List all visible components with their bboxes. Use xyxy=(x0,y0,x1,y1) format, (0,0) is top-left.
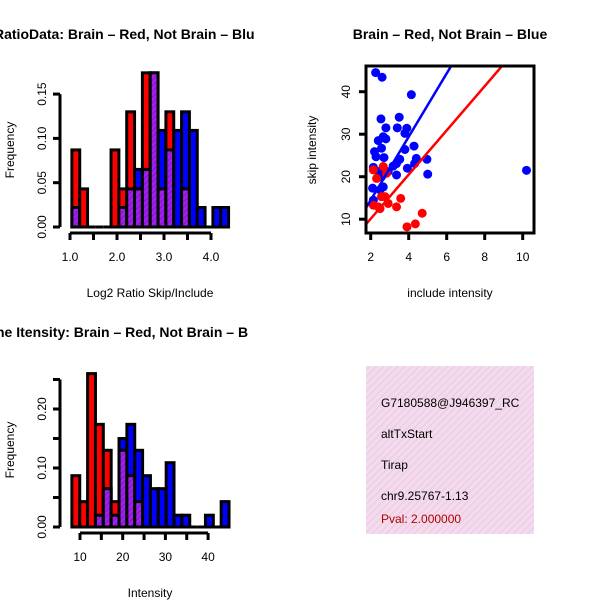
red-point xyxy=(402,222,412,232)
red-fit-line xyxy=(366,66,504,225)
ratio-histogram-ylabel: Frequency xyxy=(3,122,17,179)
blue-point xyxy=(373,136,383,146)
blue-point xyxy=(406,90,416,100)
y-tick-label: 0.10 xyxy=(35,456,49,480)
blue-bar xyxy=(164,461,176,529)
info-box-background xyxy=(366,366,534,534)
y-tick-label: 10 xyxy=(339,212,353,226)
blue-point xyxy=(394,112,404,122)
scatter-ylabel: skip intensity xyxy=(305,116,319,185)
scatter-xlabel: include intensity xyxy=(407,286,492,300)
ratio-histogram-panel: RatioData: Brain – Red, Not Brain – Blu … xyxy=(0,26,255,300)
genomic-location: chr9.25767-1.13 xyxy=(381,489,469,503)
pval: Pval: 2.000000 xyxy=(381,512,461,526)
blue-point xyxy=(379,153,389,163)
blue-point xyxy=(368,183,378,193)
blue-point xyxy=(371,152,381,162)
blue-point xyxy=(377,72,387,82)
blue-bar xyxy=(203,513,215,529)
x-tick-label: 4 xyxy=(405,250,412,264)
blue-bar xyxy=(219,206,231,229)
x-tick-label: 10 xyxy=(73,550,87,564)
blue-point xyxy=(371,68,381,78)
ratio-histogram-axes: 0.00 0.05 0.10 0.15 1.0 2.0 3.0 4.0 xyxy=(35,82,220,264)
y-tick-label: 0.10 xyxy=(35,126,49,150)
y-tick-label: 30 xyxy=(339,127,353,141)
blue-point xyxy=(409,141,419,151)
y-tick-label: 0.00 xyxy=(35,215,49,239)
red-point xyxy=(377,192,387,202)
intensity-histogram-ylabel: Frequency xyxy=(3,422,17,479)
x-tick-label: 40 xyxy=(201,550,215,564)
red-point xyxy=(417,208,427,218)
blue-bar xyxy=(180,513,192,529)
x-tick-label: 2 xyxy=(367,250,374,264)
x-tick-label: 10 xyxy=(516,250,530,264)
x-tick-label: 6 xyxy=(443,250,450,264)
blue-point xyxy=(392,170,402,180)
scatter-frame xyxy=(364,64,536,235)
red-point xyxy=(378,162,388,171)
y-tick-label: 0.05 xyxy=(35,171,49,195)
scatter-plot: 10 20 30 40 2 4 6 8 10 xyxy=(339,64,536,264)
scatter-panel: Brain – Red, Not Brain – Blue 10 20 30 40 2 4… xyxy=(305,26,548,300)
blue-point xyxy=(381,134,391,144)
y-tick-label: 40 xyxy=(339,85,353,99)
red-bar xyxy=(78,187,90,229)
blue-fit-line xyxy=(366,66,453,209)
blue-bar xyxy=(187,128,199,229)
intensity-histogram-bars xyxy=(70,372,231,529)
scatter-title: Brain – Red, Not Brain – Blue xyxy=(353,26,548,42)
blue-point xyxy=(402,163,412,173)
blue-point xyxy=(377,143,387,153)
x-tick-label: 8 xyxy=(481,250,488,264)
red-point xyxy=(368,165,378,175)
x-tick-label: 3.0 xyxy=(156,250,173,264)
red-point xyxy=(410,219,420,229)
blue-point xyxy=(400,128,410,138)
event-type: altTxStart xyxy=(381,427,433,441)
x-tick-label: 4.0 xyxy=(203,250,220,264)
info-box: G7180588@J946397_RC altTxStart Tirap chr… xyxy=(366,366,534,534)
x-tick-label: 2.0 xyxy=(109,250,126,264)
ratio-histogram-xlabel: Log2 Ratio Skip/Include xyxy=(87,286,214,300)
blue-bar xyxy=(195,206,207,229)
y-tick-label: 0.00 xyxy=(35,515,49,539)
red-point xyxy=(392,202,402,212)
event-id: G7180588@J946397_RC xyxy=(381,396,520,410)
red-point xyxy=(372,173,382,183)
intensity-histogram-panel: ne Itensity: Brain – Red, Not Brain – B … xyxy=(0,324,248,600)
gene-name: Tirap xyxy=(381,458,408,472)
blue-point xyxy=(381,123,391,133)
y-tick-label: 0.20 xyxy=(35,397,49,421)
y-tick-label: 0.15 xyxy=(35,82,49,106)
ratio-histogram-bars xyxy=(70,71,231,229)
blue-bar xyxy=(219,500,231,529)
blue-point xyxy=(376,114,386,124)
blue-point xyxy=(392,123,402,133)
ratio-histogram-title: RatioData: Brain – Red, Not Brain – Blu xyxy=(0,26,255,42)
x-tick-label: 1.0 xyxy=(62,250,79,264)
red-point xyxy=(396,193,406,203)
intensity-histogram-axes: 0.00 0.10 0.20 10 20 30 40 xyxy=(35,378,215,564)
blue-point xyxy=(522,165,531,175)
x-tick-label: 20 xyxy=(116,550,130,564)
x-tick-label: 30 xyxy=(159,550,173,564)
intensity-histogram-title: ne Itensity: Brain – Red, Not Brain – B xyxy=(0,324,248,340)
y-tick-label: 20 xyxy=(339,170,353,184)
scatter-marks xyxy=(366,66,531,232)
intensity-histogram-xlabel: Intensity xyxy=(128,586,173,600)
blue-point xyxy=(423,169,433,179)
